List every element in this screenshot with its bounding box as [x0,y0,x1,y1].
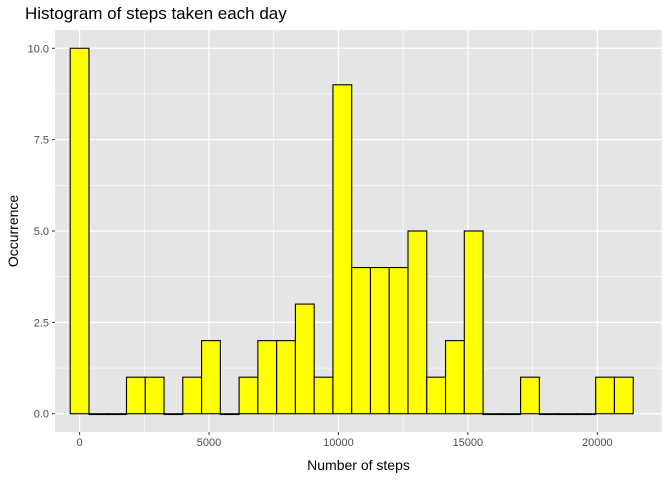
histogram-bar [144,376,165,415]
histogram-bar [595,376,615,415]
histogram-bar [388,266,409,415]
chart-title: Histogram of steps taken each day [25,4,287,23]
histogram-bar [257,340,278,415]
histogram-bar [238,376,259,415]
histogram-bar [426,376,447,415]
histogram-bar [107,413,128,416]
y-tick-label: 7.5 [34,135,49,147]
x-axis: 0 5000 10000 15000 20000 [77,432,613,449]
histogram-bar [276,340,296,415]
histogram-bar [576,413,597,416]
histogram-bar [407,230,428,415]
histogram-bar [351,266,372,415]
y-tick-label: 5.0 [34,226,49,238]
x-tick-label: 20000 [582,437,613,449]
histogram-bar [538,413,559,416]
histogram-bar [69,47,90,415]
histogram-bar [201,340,221,415]
histogram-bar [294,303,315,415]
y-tick-label: 0.0 [34,409,49,421]
x-axis-title: Number of steps [307,457,410,473]
histogram-bar [501,413,522,416]
histogram-bar [88,413,109,416]
histogram-bar [444,340,465,415]
histogram-bar [557,413,578,416]
histogram-bar [369,266,390,415]
histogram-bar [313,376,334,415]
histogram-bar [125,376,146,415]
histogram-bar [219,413,240,416]
y-axis-title: Occurrence [5,195,21,268]
histogram-bar [463,230,484,415]
y-tick-label: 2.5 [34,317,49,329]
x-tick-label: 5000 [197,437,221,449]
histogram-bar [613,376,634,415]
histogram-bar [482,413,503,416]
histogram-bar [182,376,203,415]
histogram-bar [332,84,353,415]
histogram-bar [163,413,184,416]
histogram-bar [520,376,540,415]
x-tick-label: 15000 [453,437,484,449]
x-tick-label: 0 [77,437,83,449]
bars [69,47,634,416]
y-tick-label: 10.0 [28,43,49,55]
x-tick-label: 10000 [323,437,354,449]
y-axis: 0.0 2.5 5.0 7.5 10.0 [28,43,55,421]
